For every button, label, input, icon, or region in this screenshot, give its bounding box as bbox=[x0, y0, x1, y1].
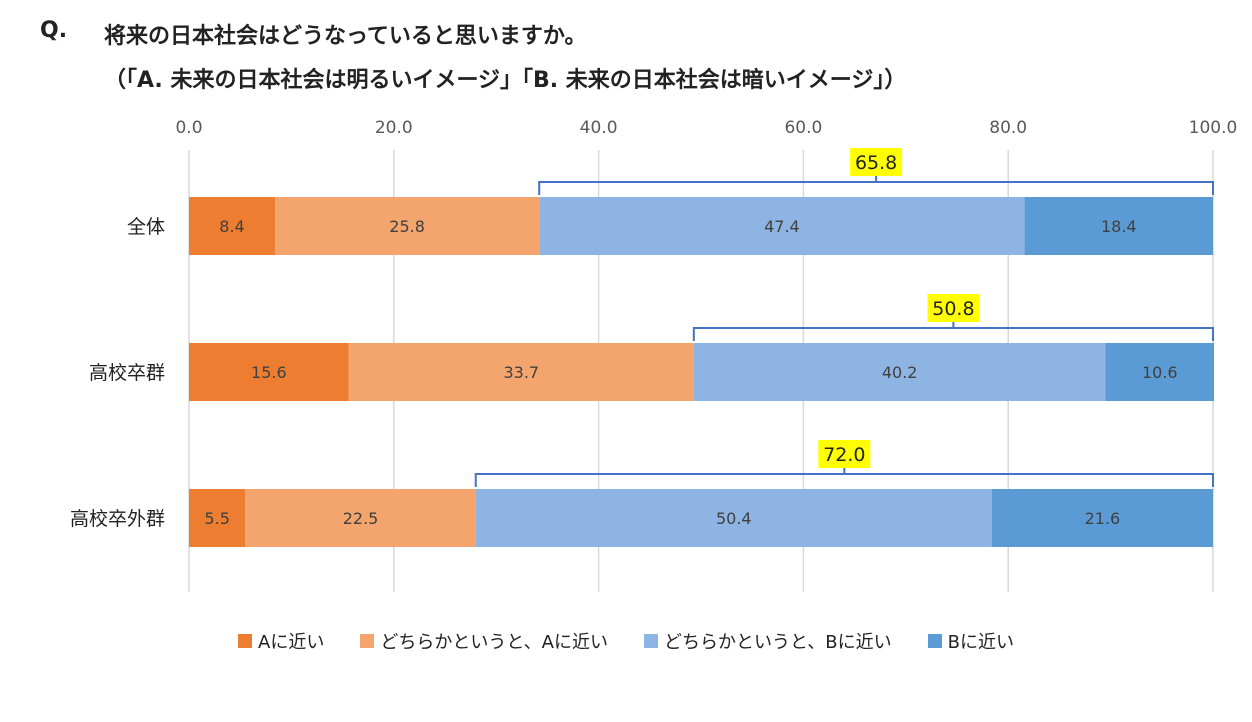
bar-segment bbox=[275, 197, 540, 255]
x-tick-label: 40.0 bbox=[580, 118, 618, 138]
legend-label: どちらかというと、Bに近い bbox=[663, 632, 892, 653]
category-label: 全体 bbox=[127, 216, 165, 238]
legend-swatch bbox=[360, 634, 375, 648]
category-label: 高校卒群 bbox=[89, 362, 165, 384]
question-text: 将来の日本社会はどうなっていると思いますか。 bbox=[104, 24, 587, 49]
x-tick-label: 80.0 bbox=[989, 118, 1027, 138]
bracket bbox=[538, 181, 1214, 195]
bracket bbox=[692, 327, 1214, 341]
data-label: 8.4 bbox=[219, 217, 244, 236]
bar-segment bbox=[189, 197, 276, 255]
question-label: Q. bbox=[40, 18, 68, 43]
data-label: 33.7 bbox=[503, 363, 539, 382]
bracket bbox=[474, 473, 1214, 487]
bar-segment bbox=[693, 343, 1106, 401]
bar-segment bbox=[1024, 197, 1213, 255]
legend-swatch bbox=[238, 634, 253, 648]
stacked-bar-chart: 0.0 20.0 40.0 60.0 80.0 100.0 全体 8.4 25.8 47.4 18.… bbox=[70, 118, 1238, 592]
annotation-label: 65.8 bbox=[855, 152, 897, 174]
annotation-highlight bbox=[818, 440, 871, 468]
data-label: 10.6 bbox=[1142, 363, 1178, 382]
data-label: 15.6 bbox=[251, 363, 287, 382]
bar-segment bbox=[189, 489, 246, 547]
annotation-highlight bbox=[927, 294, 980, 322]
data-label: 40.2 bbox=[882, 363, 918, 382]
bar-segment bbox=[539, 197, 1025, 255]
bar-segment bbox=[991, 489, 1213, 547]
category-label: 高校卒外群 bbox=[70, 508, 165, 530]
legend-item: Bに近い bbox=[927, 628, 1014, 654]
annotation-label: 50.8 bbox=[932, 298, 974, 320]
annotation-highlight bbox=[850, 148, 903, 176]
x-tick-label: 0.0 bbox=[175, 118, 202, 138]
data-label: 47.4 bbox=[764, 217, 800, 236]
bar-segment bbox=[348, 343, 694, 401]
data-label: 18.4 bbox=[1101, 217, 1137, 236]
chart-legend: Aに近い どちらかというと、Aに近い どちらかというと、Bに近い Bに近い bbox=[0, 628, 1252, 654]
legend-swatch bbox=[643, 634, 658, 648]
question-subtitle: （「A. 未来の日本社会は明るいイメージ」「B. 未来の日本社会は暗いイメージ」… bbox=[104, 68, 907, 93]
bar-segment bbox=[1105, 343, 1215, 401]
legend-item: どちらかというと、Bに近い bbox=[643, 628, 892, 654]
bar-segment bbox=[245, 489, 476, 547]
legend-label: Bに近い bbox=[947, 632, 1014, 653]
annotation-label: 72.0 bbox=[823, 444, 865, 466]
bar-segment bbox=[475, 489, 992, 547]
data-label: 50.4 bbox=[716, 509, 752, 528]
legend-item: どちらかというと、Aに近い bbox=[360, 628, 608, 654]
legend-label: どちらかというと、Aに近い bbox=[380, 632, 608, 653]
x-tick-label: 60.0 bbox=[784, 118, 822, 138]
legend-item: Aに近い bbox=[238, 628, 324, 654]
legend-label: Aに近い bbox=[258, 632, 325, 653]
x-tick-label: 20.0 bbox=[375, 118, 413, 138]
data-label: 5.5 bbox=[204, 509, 229, 528]
bar-segment bbox=[189, 343, 349, 401]
data-label: 21.6 bbox=[1085, 509, 1121, 528]
legend-swatch bbox=[927, 634, 942, 648]
data-label: 22.5 bbox=[343, 509, 379, 528]
x-tick-label: 100.0 bbox=[1189, 118, 1238, 138]
data-label: 25.8 bbox=[389, 217, 425, 236]
